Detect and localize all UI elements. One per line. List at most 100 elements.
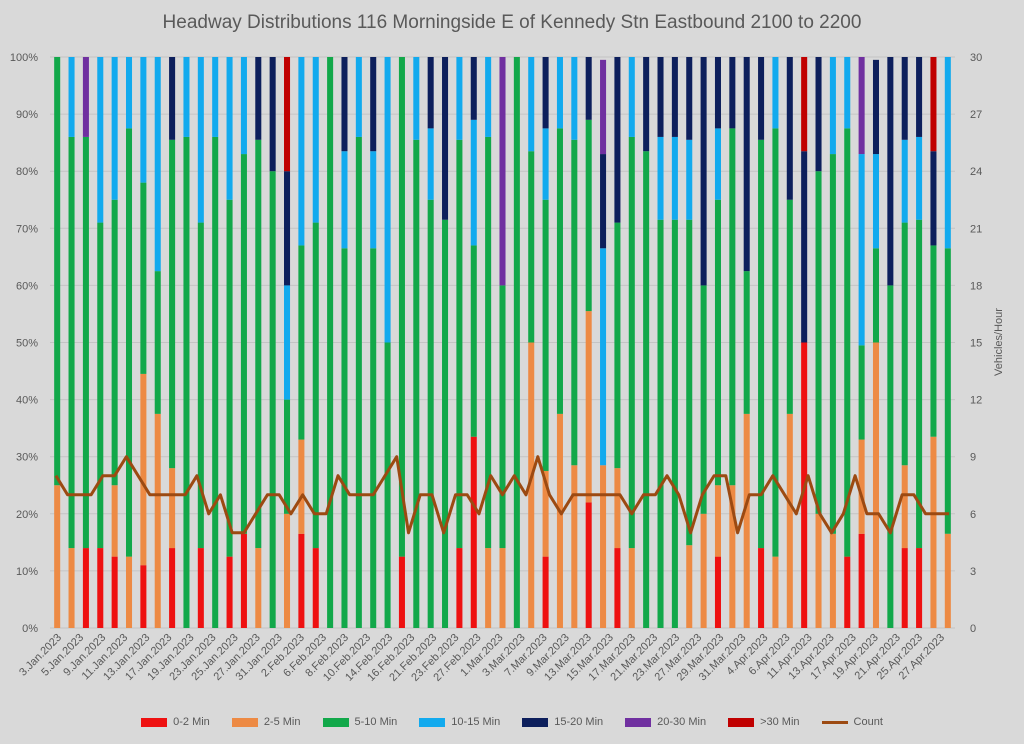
bar-segment-2-5-min bbox=[154, 413, 161, 628]
bar-segment-15-20-min bbox=[901, 57, 908, 140]
bar-segment-2-5-min bbox=[585, 311, 592, 503]
bar-segment-0-2-min bbox=[226, 556, 233, 628]
bar-segment-0-2-min bbox=[456, 548, 463, 628]
bar-segment-10-15-min bbox=[240, 57, 247, 155]
left-tick-label: 20% bbox=[16, 509, 38, 521]
bar-segment-20-30-min bbox=[858, 57, 865, 155]
legend-item: 10-15 Min bbox=[419, 716, 500, 728]
bar-segment-5-10-min bbox=[183, 136, 190, 628]
left-tick-label: 80% bbox=[16, 166, 38, 178]
bar-segment-0-2-min bbox=[714, 556, 721, 628]
bar-segment-2-5-min bbox=[169, 468, 176, 549]
bar-segment--30-min bbox=[801, 57, 808, 152]
bar-segment-5-10-min bbox=[671, 219, 678, 629]
right-tick-label: 30 bbox=[970, 52, 982, 64]
right-tick-label: 0 bbox=[970, 623, 976, 635]
bar-segment-0-2-min bbox=[916, 548, 923, 628]
bar-segment-10-15-min bbox=[844, 57, 851, 129]
bar-segment-5-10-min bbox=[327, 57, 334, 628]
right-tick-label: 18 bbox=[970, 280, 982, 292]
bar-segment-5-10-min bbox=[643, 151, 650, 628]
bar-segment-10-15-min bbox=[872, 154, 880, 249]
left-tick-label: 60% bbox=[16, 280, 38, 292]
legend-swatch bbox=[322, 717, 349, 727]
bar-segment-5-10-min bbox=[284, 399, 291, 514]
legend: 0-2 Min 2-5 Min 5-10 Min 10-15 Min 15-20 Min… bbox=[0, 716, 1024, 728]
right-axis-label: Vehicles/Hour bbox=[993, 308, 1005, 376]
left-tick-label: 0% bbox=[22, 623, 38, 635]
bar-segment-5-10-min bbox=[628, 136, 635, 549]
legend-label: 20-30 Min bbox=[657, 716, 707, 728]
legend-label: 5-10 Min bbox=[354, 716, 398, 728]
bar-segment-15-20-min bbox=[442, 57, 449, 220]
bar-segment-5-10-min bbox=[944, 248, 951, 534]
left-tick-label: 10% bbox=[16, 566, 38, 578]
bar-segment-0-2-min bbox=[858, 533, 865, 628]
chart-title: Headway Distributions 116 Morningside E … bbox=[162, 12, 862, 33]
left-tick-label: 40% bbox=[16, 395, 38, 407]
bar-segment-0-2-min bbox=[542, 556, 549, 628]
bar-segment-2-5-min bbox=[858, 439, 865, 534]
bar-segment-15-20-min bbox=[887, 57, 894, 286]
bar-segment-5-10-min bbox=[384, 342, 391, 628]
bar-segment-15-20-min bbox=[801, 151, 808, 343]
legend-swatch bbox=[625, 717, 652, 727]
bar-segment-2-5-min bbox=[815, 513, 822, 628]
bar-segment-2-5-min bbox=[125, 556, 133, 628]
bar-segment-15-20-min bbox=[743, 57, 750, 272]
bar-segment-10-15-min bbox=[829, 57, 836, 155]
bar-segment-0-2-min bbox=[197, 548, 204, 628]
bar-segment-10-15-min bbox=[68, 57, 75, 137]
bar-segment-2-5-min bbox=[542, 470, 549, 557]
bar-segment-0-2-min bbox=[470, 436, 477, 628]
bar-segment-5-10-min bbox=[556, 128, 563, 414]
legend-swatch bbox=[141, 717, 168, 727]
bar-segment-5-10-min bbox=[341, 248, 348, 628]
bar-segment-15-20-min bbox=[916, 57, 923, 137]
bar-segment-15-20-min bbox=[643, 57, 650, 152]
bar-segment-15-20-min bbox=[542, 57, 549, 129]
bar-segment-5-10-min bbox=[240, 154, 247, 534]
bar-segment-5-10-min bbox=[499, 285, 506, 549]
bar-segment-2-5-min bbox=[930, 436, 937, 628]
bar-segment-2-5-min bbox=[571, 465, 578, 628]
left-tick-label: 100% bbox=[10, 52, 38, 64]
bar-segment-5-10-min bbox=[456, 139, 463, 549]
bar-segment-10-15-min bbox=[197, 57, 204, 223]
bar-segment-10-15-min bbox=[284, 285, 291, 400]
bar-segment-10-15-min bbox=[470, 119, 477, 246]
bar-segment-10-15-min bbox=[370, 151, 377, 249]
bar-segment-10-15-min bbox=[858, 154, 865, 346]
bar-segment-0-2-min bbox=[844, 556, 851, 628]
bar-segment-2-5-min bbox=[68, 548, 75, 628]
bar-segment-15-20-min bbox=[714, 57, 721, 129]
bar-segment-5-10-min bbox=[111, 199, 118, 486]
count-line-group bbox=[54, 455, 950, 535]
right-tick-label: 15 bbox=[970, 338, 982, 350]
bar-segment-2-5-min bbox=[729, 485, 736, 628]
bar-segment-10-15-min bbox=[427, 128, 434, 200]
bar-segment-5-10-min bbox=[212, 136, 219, 628]
bar-segment-10-15-min bbox=[528, 57, 535, 152]
bar-segment-10-15-min bbox=[154, 57, 161, 272]
bar-segment-0-2-min bbox=[758, 548, 765, 628]
bar-segment-10-15-min bbox=[125, 57, 133, 129]
bar-segment-2-5-min bbox=[743, 413, 750, 628]
bar-segment-5-10-min bbox=[427, 199, 434, 628]
bar-segment-10-15-min bbox=[413, 57, 420, 140]
bar-segment-15-20-min bbox=[872, 59, 880, 155]
right-tick-label: 27 bbox=[970, 109, 982, 121]
legend-swatch bbox=[522, 717, 549, 727]
bar-segment-20-30-min bbox=[600, 59, 607, 155]
bar-segment-5-10-min bbox=[54, 57, 61, 486]
bar-segment-5-10-min bbox=[930, 245, 937, 437]
bar-segment-5-10-min bbox=[82, 136, 89, 549]
left-tick-label: 70% bbox=[16, 223, 38, 235]
bar-segment-15-20-min bbox=[370, 57, 377, 152]
x-axis-ticks: 3.Jan.20235.Jan.20239.Jan.202311.Jan.202… bbox=[17, 632, 947, 684]
bar-segment-5-10-min bbox=[887, 285, 894, 628]
legend-item: 2-5 Min bbox=[231, 716, 301, 728]
bar-segment-5-10-min bbox=[355, 136, 362, 628]
bar-segment-5-10-min bbox=[858, 345, 865, 440]
